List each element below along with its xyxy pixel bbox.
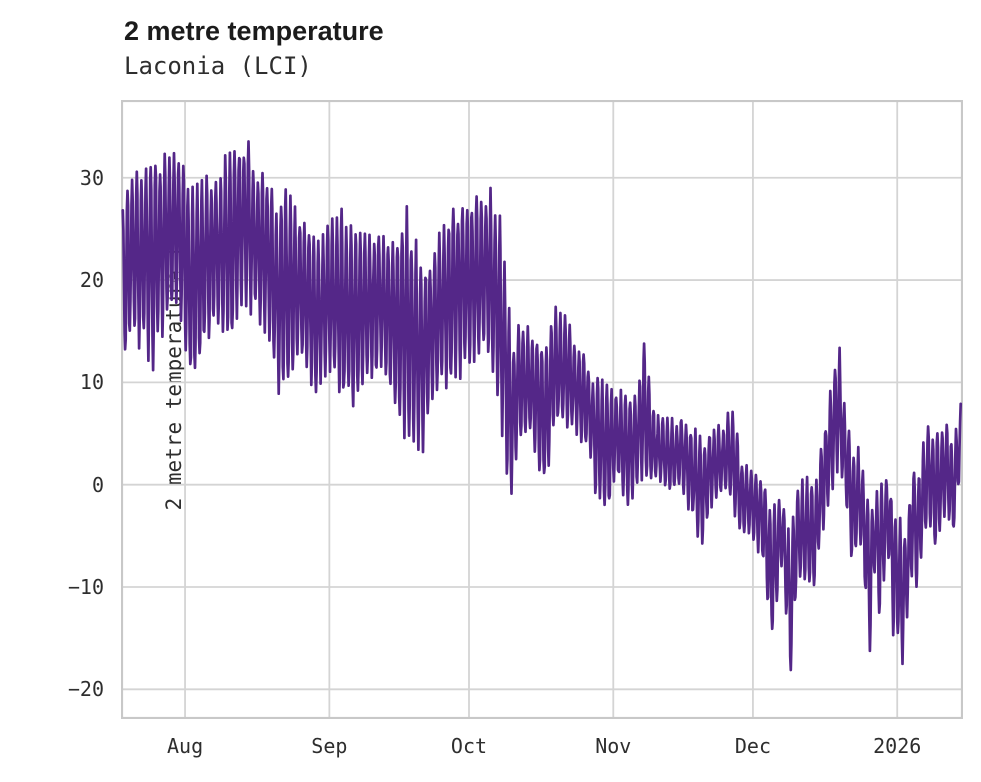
plot-area bbox=[121, 100, 963, 719]
y-tick-label: 10 bbox=[79, 370, 104, 395]
x-tick-label: Oct bbox=[450, 734, 488, 758]
x-tick-label: Nov bbox=[595, 734, 632, 758]
chart-subtitle: Laconia (LCI) bbox=[124, 52, 312, 80]
x-tick-label: Dec bbox=[734, 734, 771, 758]
plot-border bbox=[121, 100, 963, 719]
chart-title: 2 metre temperature bbox=[124, 16, 384, 46]
y-tick-label: 30 bbox=[79, 165, 104, 190]
y-tick-label: −20 bbox=[67, 677, 104, 702]
y-tick-label: −10 bbox=[67, 575, 104, 599]
y-tick-label: 0 bbox=[91, 472, 104, 497]
x-tick-label: 2026 bbox=[873, 734, 922, 758]
temperature-series-line bbox=[121, 140, 963, 672]
x-tick-label: Aug bbox=[166, 734, 204, 758]
x-tick-label: Sep bbox=[311, 734, 348, 758]
y-tick-label: 20 bbox=[79, 268, 104, 293]
